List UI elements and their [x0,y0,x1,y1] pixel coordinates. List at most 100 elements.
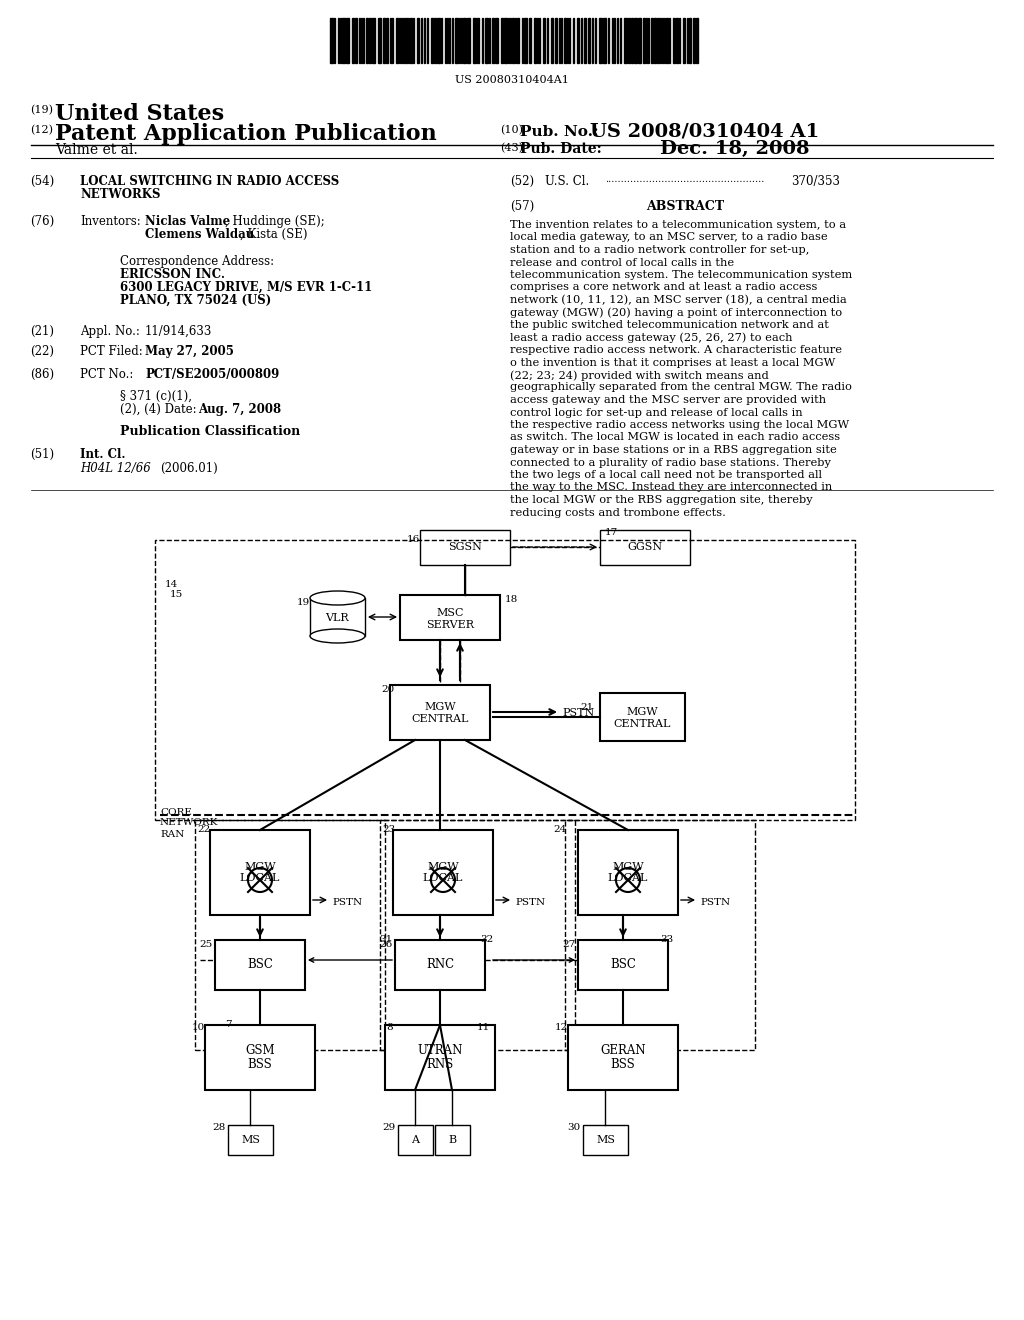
Bar [673,18,675,63]
Bar [390,685,490,741]
Bar [600,693,685,741]
Bar [434,18,436,63]
Bar [657,18,659,63]
Bar [420,531,510,565]
Text: 16: 16 [407,535,420,544]
Text: VLR: VLR [326,612,349,623]
Text: 28: 28 [213,1123,226,1133]
Ellipse shape [310,630,365,643]
Text: U.S. Cl.: U.S. Cl. [545,176,589,187]
Bar [355,18,357,63]
Text: (43): (43) [500,143,523,153]
Text: 14: 14 [165,579,178,589]
Text: 370/353: 370/353 [791,176,840,187]
Bar [564,18,566,63]
Bar [437,18,440,63]
Text: 21: 21 [580,704,593,711]
Text: (12): (12) [30,125,53,136]
Bar [565,820,755,1049]
Text: 18: 18 [505,595,518,605]
Text: (86): (86) [30,368,54,381]
Bar [543,18,545,63]
Bar [369,18,371,63]
Bar [501,18,503,63]
Text: 15: 15 [170,590,183,599]
Bar [517,18,519,63]
Text: May 27, 2005: May 27, 2005 [145,345,233,358]
Text: telecommunication system. The telecommunication system: telecommunication system. The telecommun… [510,271,852,280]
Text: A: A [412,1135,420,1144]
Text: Niclas Valme: Niclas Valme [145,215,230,228]
Bar [455,18,458,63]
Text: 33: 33 [660,935,673,944]
Text: 11/914,633: 11/914,633 [145,325,212,338]
Text: (2006.01): (2006.01) [160,462,218,475]
Text: 10: 10 [191,1023,205,1032]
Bar [568,1026,678,1090]
Text: Clemens Waldau: Clemens Waldau [145,228,254,242]
Text: US 20080310404A1: US 20080310404A1 [455,75,569,84]
Text: 7: 7 [225,1020,231,1030]
Text: (52): (52) [510,176,535,187]
Text: (54): (54) [30,176,54,187]
Bar [624,18,627,63]
Bar [529,18,531,63]
Bar [628,18,630,63]
Text: GERAN
BSS: GERAN BSS [600,1044,646,1072]
Bar [378,18,381,63]
Text: Patent Application Publication: Patent Application Publication [55,123,437,145]
Bar [431,18,433,63]
Text: control logic for set-up and release of local calls in: control logic for set-up and release of … [510,408,803,417]
Text: GSM
BSS: GSM BSS [245,1044,274,1072]
Text: (10): (10) [500,125,523,136]
Text: 25: 25 [200,940,213,949]
Text: ...................................................: ........................................… [605,176,764,183]
Text: Dec. 18, 2008: Dec. 18, 2008 [660,140,810,158]
Bar [385,1026,495,1090]
Text: MGW: MGW [627,708,658,717]
Bar [599,18,602,63]
Text: § 371 (c)(1),: § 371 (c)(1), [120,389,193,403]
Text: MS: MS [241,1135,260,1144]
Text: as switch. The local MGW is located in each radio access: as switch. The local MGW is located in e… [510,433,840,442]
Text: Publication Classification: Publication Classification [120,425,300,438]
Bar [583,1125,628,1155]
Text: RNC: RNC [426,958,454,972]
Bar [228,1125,273,1155]
Bar [383,18,385,63]
Bar [195,820,385,1049]
Text: 20: 20 [382,685,395,694]
Ellipse shape [310,591,365,605]
Text: comprises a core network and at least a radio access: comprises a core network and at least a … [510,282,817,293]
Text: UTRAN
RNS: UTRAN RNS [418,1044,463,1072]
Bar [410,18,412,63]
Bar [330,18,333,63]
Text: network (10, 11, 12), an MSC server (18), a central media: network (10, 11, 12), an MSC server (18)… [510,294,847,305]
Bar [654,18,656,63]
Text: CENTRAL: CENTRAL [613,719,671,729]
Text: 19: 19 [297,598,310,607]
Text: station and to a radio network controller for set-up,: station and to a radio network controlle… [510,246,809,255]
Bar [588,18,590,63]
Bar [603,18,606,63]
Bar [406,18,407,63]
Text: 17: 17 [605,528,618,537]
Text: 6300 LEGACY DRIVE, M/S EVR 1-C-11: 6300 LEGACY DRIVE, M/S EVR 1-C-11 [120,281,373,294]
Text: B: B [449,1135,457,1144]
Text: Correspondence Address:: Correspondence Address: [120,255,274,268]
Bar [689,18,691,63]
Bar [372,18,375,63]
Bar [155,540,855,820]
Text: (22; 23; 24) provided with switch means and: (22; 23; 24) provided with switch means … [510,370,769,380]
Text: 27: 27 [563,940,575,949]
Text: geographically separated from the central MGW. The radio: geographically separated from the centra… [510,383,852,392]
Text: 8: 8 [386,1023,392,1032]
Text: 24: 24 [554,825,567,834]
Bar [366,18,368,63]
Text: 11: 11 [477,1023,490,1032]
Text: Int. Cl.: Int. Cl. [80,447,126,461]
Text: The invention relates to a telecommunication system, to a: The invention relates to a telecommunica… [510,220,846,230]
Text: Appl. No.:: Appl. No.: [80,325,140,338]
Text: NETWORKS: NETWORKS [80,187,161,201]
Text: release and control of local calls in the: release and control of local calls in th… [510,257,734,268]
